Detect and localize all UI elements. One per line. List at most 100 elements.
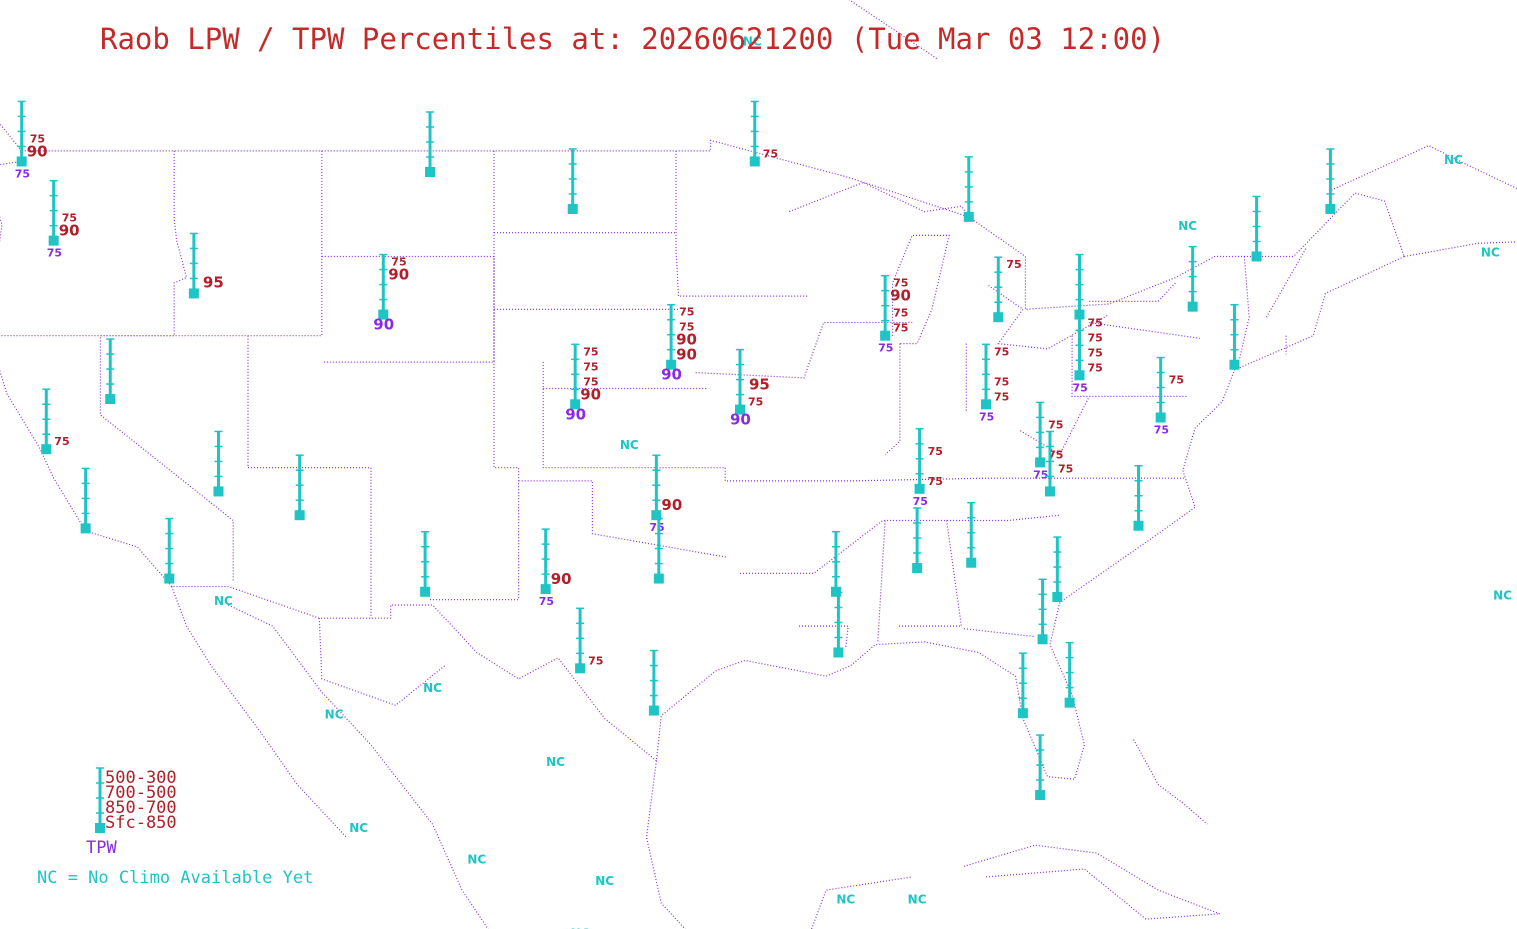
lpw-percentile-label: 75 xyxy=(679,321,694,334)
boundary-line xyxy=(1238,256,1250,360)
station-marker xyxy=(966,501,977,568)
station-marker xyxy=(1229,303,1240,370)
tpw-percentile-label: 90 xyxy=(661,366,682,384)
lpw-percentile-label: 75 xyxy=(1088,361,1103,374)
legend-layer-sfc-850: Sfc-850 xyxy=(105,813,177,833)
boundary-line xyxy=(247,335,372,619)
station-square xyxy=(1155,412,1166,423)
nc-label: NC xyxy=(743,34,762,48)
station-square xyxy=(833,647,844,658)
lpw-percentile-label: 75 xyxy=(583,345,598,358)
raob-stations: 7590757590759575909075759075757575759090… xyxy=(15,100,1336,801)
station-marker xyxy=(213,430,224,497)
nc-label: NC xyxy=(325,708,344,722)
tpw-percentile-label: 75 xyxy=(1033,468,1048,481)
station-marker: 95 xyxy=(188,232,224,299)
station-square xyxy=(735,404,745,415)
station-marker xyxy=(1074,253,1085,320)
station-marker xyxy=(1325,148,1336,214)
tpw-percentile-label: 75 xyxy=(649,521,664,534)
station-square xyxy=(105,394,116,405)
lpw-percentile-label: 75 xyxy=(1048,418,1063,431)
station-marker xyxy=(105,338,116,405)
boundary-line xyxy=(21,139,1405,310)
tpw-percentile-label: 75 xyxy=(539,595,554,608)
lpw-percentile-label: 75 xyxy=(1088,331,1103,344)
lpw-percentile-label: 75 xyxy=(1006,258,1021,271)
legend-station-bar xyxy=(95,767,105,833)
boundary-line xyxy=(99,150,323,582)
boundary-line xyxy=(0,160,173,587)
boundary-line xyxy=(1089,282,1176,302)
station-marker xyxy=(294,454,305,521)
station-square xyxy=(993,312,1004,323)
lpw-percentile-label: 75 xyxy=(1088,346,1103,359)
lpw-percentile-label: 95 xyxy=(749,376,770,394)
boundary-line xyxy=(740,514,1060,574)
station-square xyxy=(1044,486,1055,497)
station-square xyxy=(420,586,431,597)
station-marker xyxy=(1187,245,1198,312)
station-square xyxy=(188,288,199,299)
station-square xyxy=(567,203,578,214)
station-marker xyxy=(567,148,578,214)
nc-label: NC xyxy=(836,892,855,906)
boundary-line xyxy=(1133,739,1208,825)
lpw-percentile-label: 75 xyxy=(994,345,1009,358)
station-square xyxy=(80,523,91,534)
station-marker: 75 xyxy=(575,607,603,674)
station-square xyxy=(912,563,923,573)
tpw-percentile-label: 90 xyxy=(565,405,586,423)
boundary-line xyxy=(1089,321,1201,339)
legend-nc-note: NC = No Climo Available Yet xyxy=(37,868,313,888)
lpw-percentile-label: 75 xyxy=(1169,374,1184,387)
nc-label: NC xyxy=(349,821,368,835)
tpw-percentile-label: 75 xyxy=(15,167,30,180)
station-marker: 75 xyxy=(1044,430,1073,497)
station-marker xyxy=(420,531,431,597)
station-square xyxy=(749,156,760,167)
lpw-percentile-label: 75 xyxy=(62,212,77,225)
lpw-percentile-label: 75 xyxy=(748,396,763,409)
lpw-percentile-label: 75 xyxy=(583,375,598,388)
boundary-line xyxy=(1071,335,1188,397)
station-square xyxy=(914,483,925,494)
lpw-percentile-label: 90 xyxy=(580,385,601,403)
boundary-line xyxy=(1020,396,1090,456)
legend: 500-300 700-500 850-700 Sfc-850 TPW NC =… xyxy=(37,767,313,888)
station-square xyxy=(1251,251,1262,262)
station-marker xyxy=(1064,641,1075,708)
nc-label: NC xyxy=(546,755,565,769)
tpw-percentile-label: 75 xyxy=(913,495,928,508)
tpw-percentile-label: 75 xyxy=(1154,424,1169,437)
station-marker xyxy=(1035,734,1046,801)
station-square xyxy=(1052,592,1063,603)
boundary-line xyxy=(848,0,938,59)
station-square xyxy=(1187,301,1198,312)
lpw-percentile-label: 75 xyxy=(763,147,778,160)
boundary-line xyxy=(695,321,913,379)
station-square xyxy=(1035,790,1046,801)
lpw-percentile-label: 75 xyxy=(583,360,598,373)
station-marker: 75 75 xyxy=(1154,356,1184,437)
boundary-line xyxy=(1265,248,1307,318)
lpw-percentile-label: 75 xyxy=(1088,316,1103,329)
station-marker: 90 75 xyxy=(539,528,572,608)
lpw-percentile-label: 90 xyxy=(551,570,572,588)
station-marker xyxy=(80,467,91,534)
station-square xyxy=(963,211,974,222)
station-square xyxy=(570,399,581,410)
lpw-percentile-label: 75 xyxy=(893,307,908,320)
lpw-percentile-label: 75 xyxy=(391,256,406,269)
lpw-percentile-label: 90 xyxy=(661,496,682,514)
boundary-line xyxy=(171,586,347,838)
map-title: Raob LPW / TPW Percentiles at: 202606212… xyxy=(100,22,1165,56)
nc-label: NC xyxy=(571,927,590,929)
station-marker xyxy=(164,517,175,584)
